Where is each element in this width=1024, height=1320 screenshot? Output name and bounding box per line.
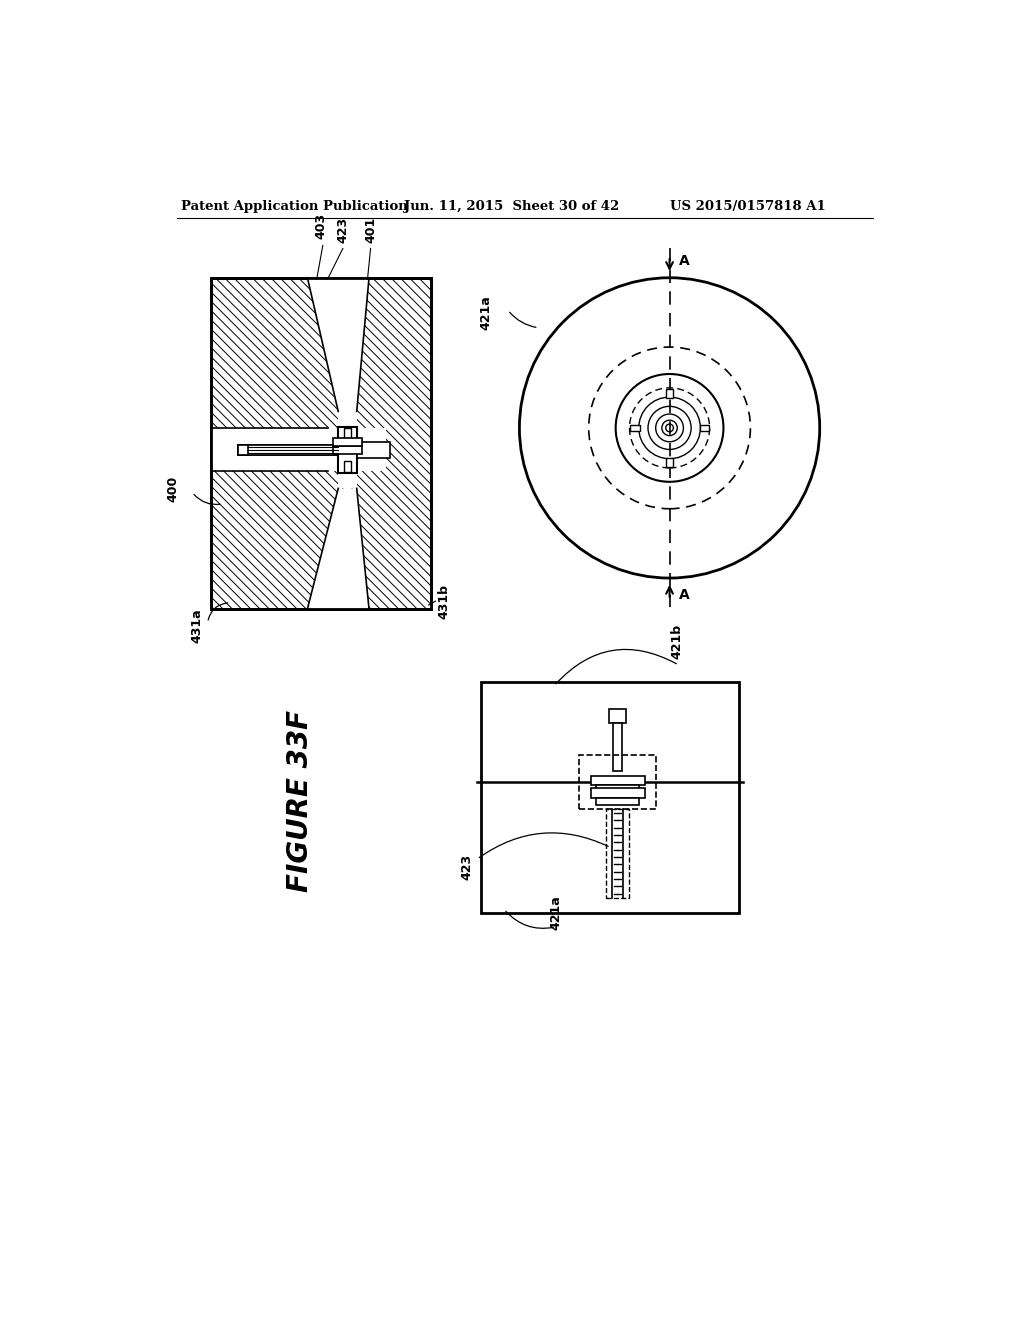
- Polygon shape: [307, 277, 369, 412]
- Bar: [591, 776, 644, 785]
- Text: 431b: 431b: [437, 583, 450, 619]
- Bar: [596, 785, 639, 793]
- Text: 401: 401: [365, 216, 377, 243]
- Bar: [631, 425, 640, 430]
- Polygon shape: [211, 429, 386, 471]
- Bar: [667, 458, 673, 467]
- Bar: [338, 426, 356, 473]
- Bar: [239, 445, 338, 454]
- Bar: [356, 442, 390, 458]
- Bar: [344, 462, 350, 473]
- Bar: [333, 438, 362, 446]
- Bar: [606, 809, 629, 898]
- Text: 431a: 431a: [190, 609, 204, 643]
- Polygon shape: [338, 412, 356, 488]
- Polygon shape: [307, 488, 369, 609]
- Text: 421b: 421b: [671, 624, 684, 659]
- Text: FIGURE 33F: FIGURE 33F: [286, 710, 314, 892]
- Text: Jun. 11, 2015  Sheet 30 of 42: Jun. 11, 2015 Sheet 30 of 42: [403, 199, 620, 213]
- Bar: [609, 709, 626, 723]
- Polygon shape: [211, 277, 431, 609]
- Text: A: A: [679, 587, 689, 602]
- Bar: [699, 425, 709, 430]
- Bar: [333, 446, 362, 454]
- Bar: [596, 797, 639, 805]
- Text: 421a: 421a: [550, 895, 562, 929]
- Text: 403: 403: [314, 213, 328, 239]
- Text: Patent Application Publication: Patent Application Publication: [180, 199, 408, 213]
- Text: 423: 423: [460, 854, 473, 880]
- Text: 400: 400: [166, 475, 179, 502]
- Bar: [344, 428, 350, 438]
- Text: US 2015/0157818 A1: US 2015/0157818 A1: [670, 199, 825, 213]
- Text: 421a: 421a: [479, 296, 493, 330]
- Bar: [613, 723, 623, 771]
- Text: A: A: [679, 253, 689, 268]
- Bar: [667, 388, 673, 397]
- Text: 423: 423: [336, 216, 349, 243]
- Bar: [239, 445, 338, 454]
- Bar: [239, 445, 248, 455]
- Bar: [580, 755, 656, 809]
- Bar: [591, 788, 644, 797]
